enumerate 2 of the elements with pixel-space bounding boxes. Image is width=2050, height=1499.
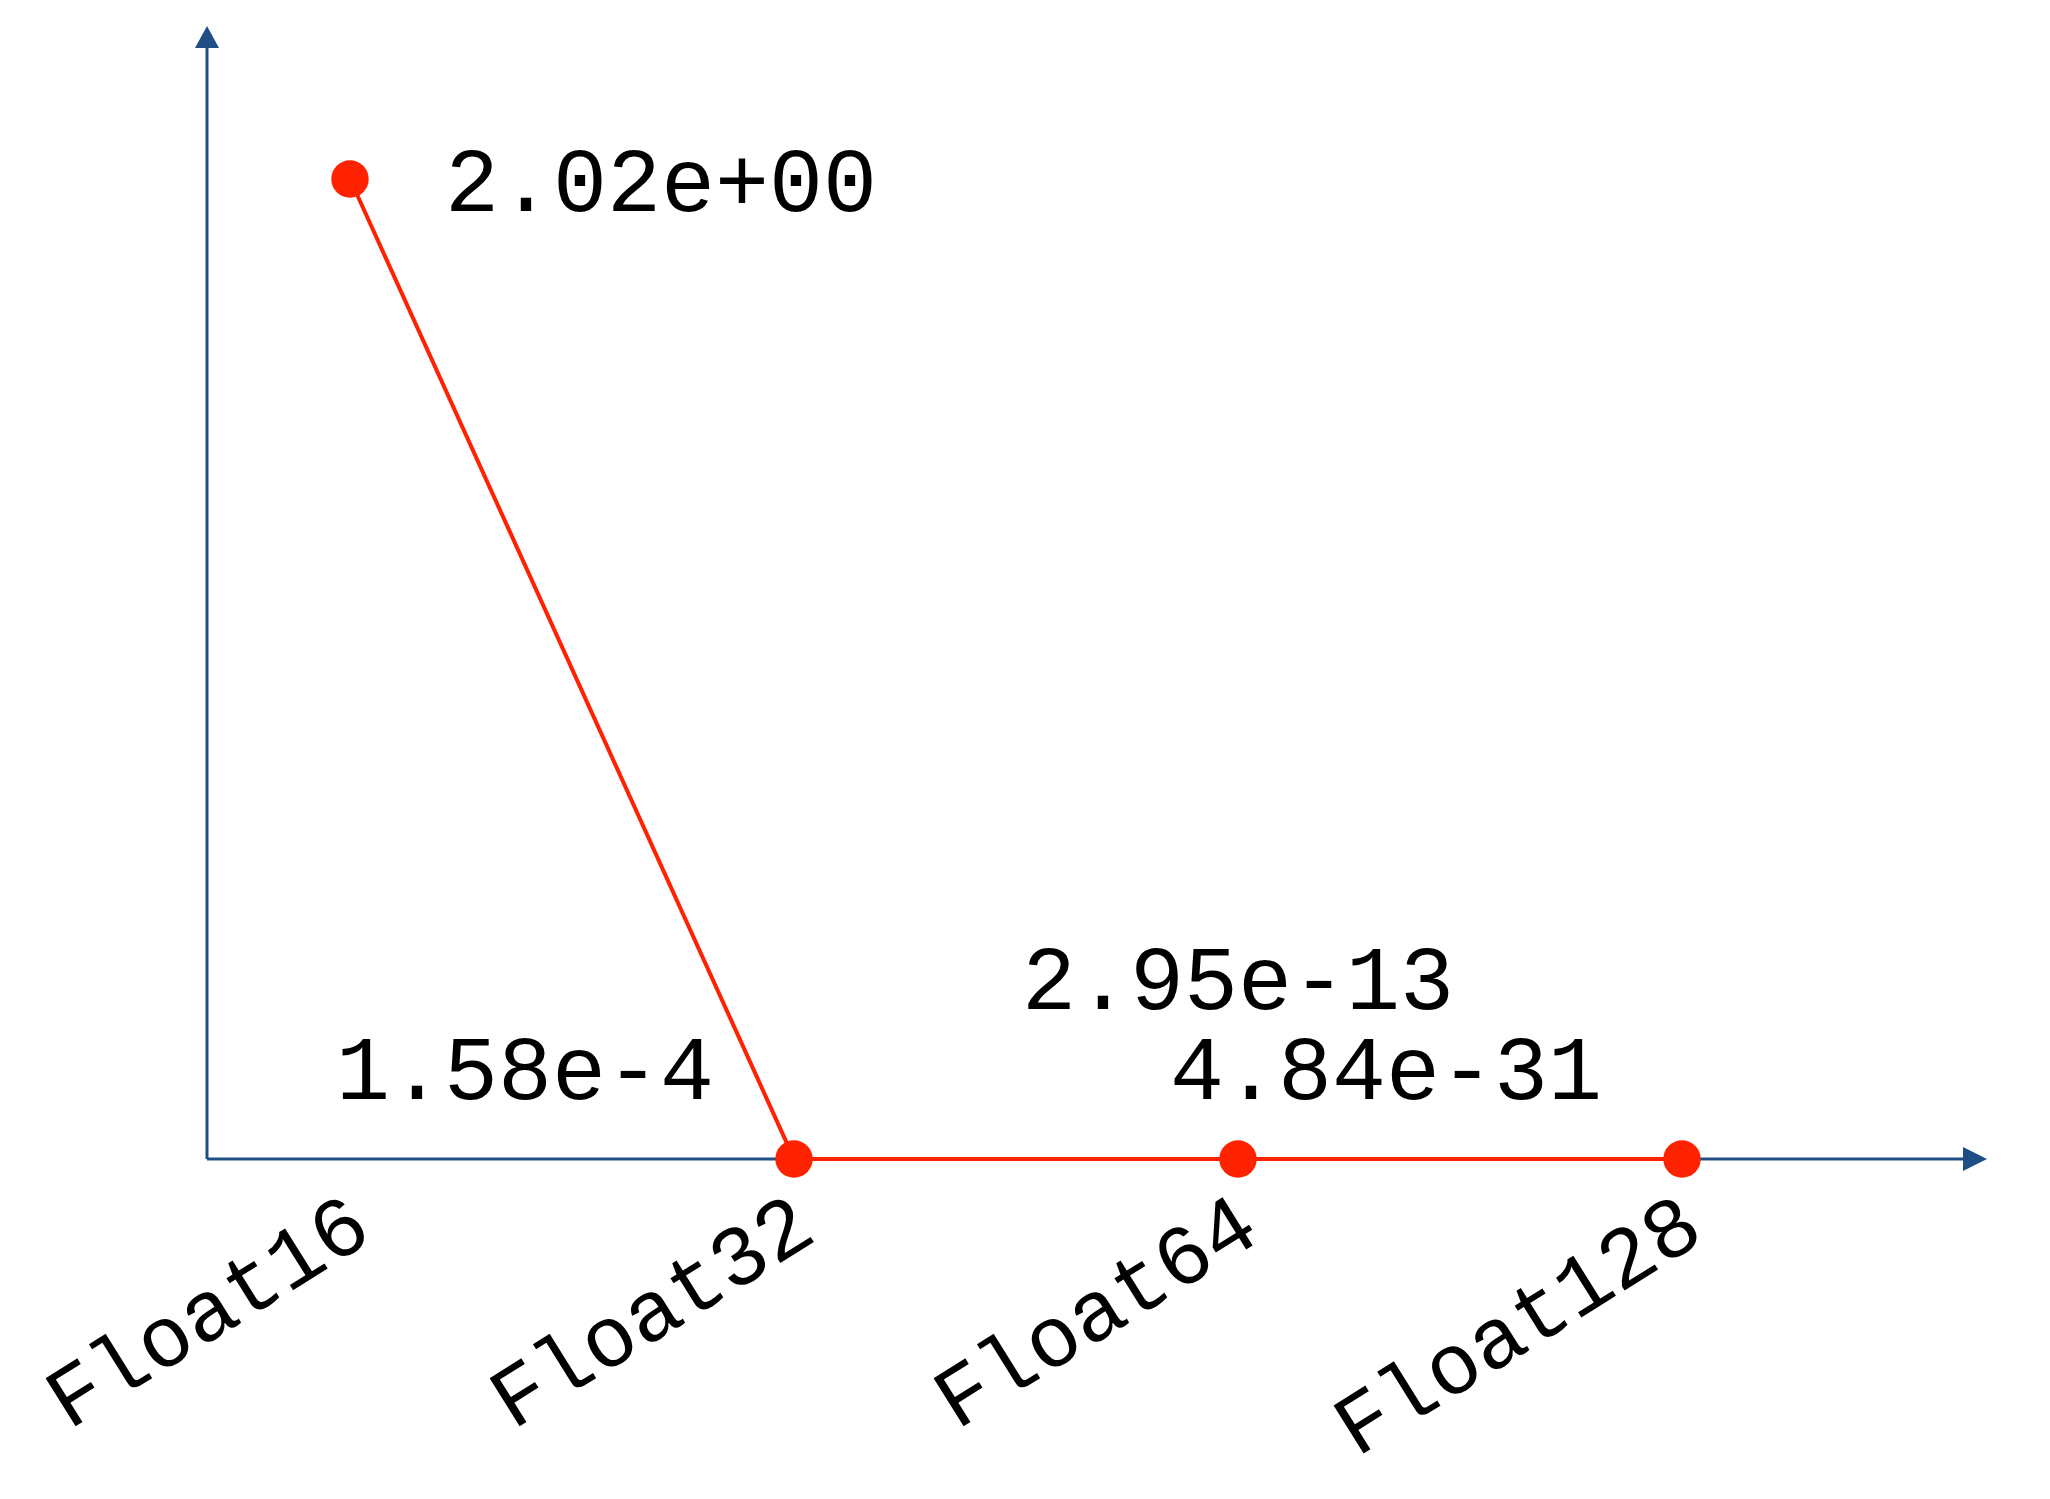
data-label: 2.02e+00: [445, 136, 878, 238]
data-label: 1.58e-4: [335, 1023, 714, 1126]
